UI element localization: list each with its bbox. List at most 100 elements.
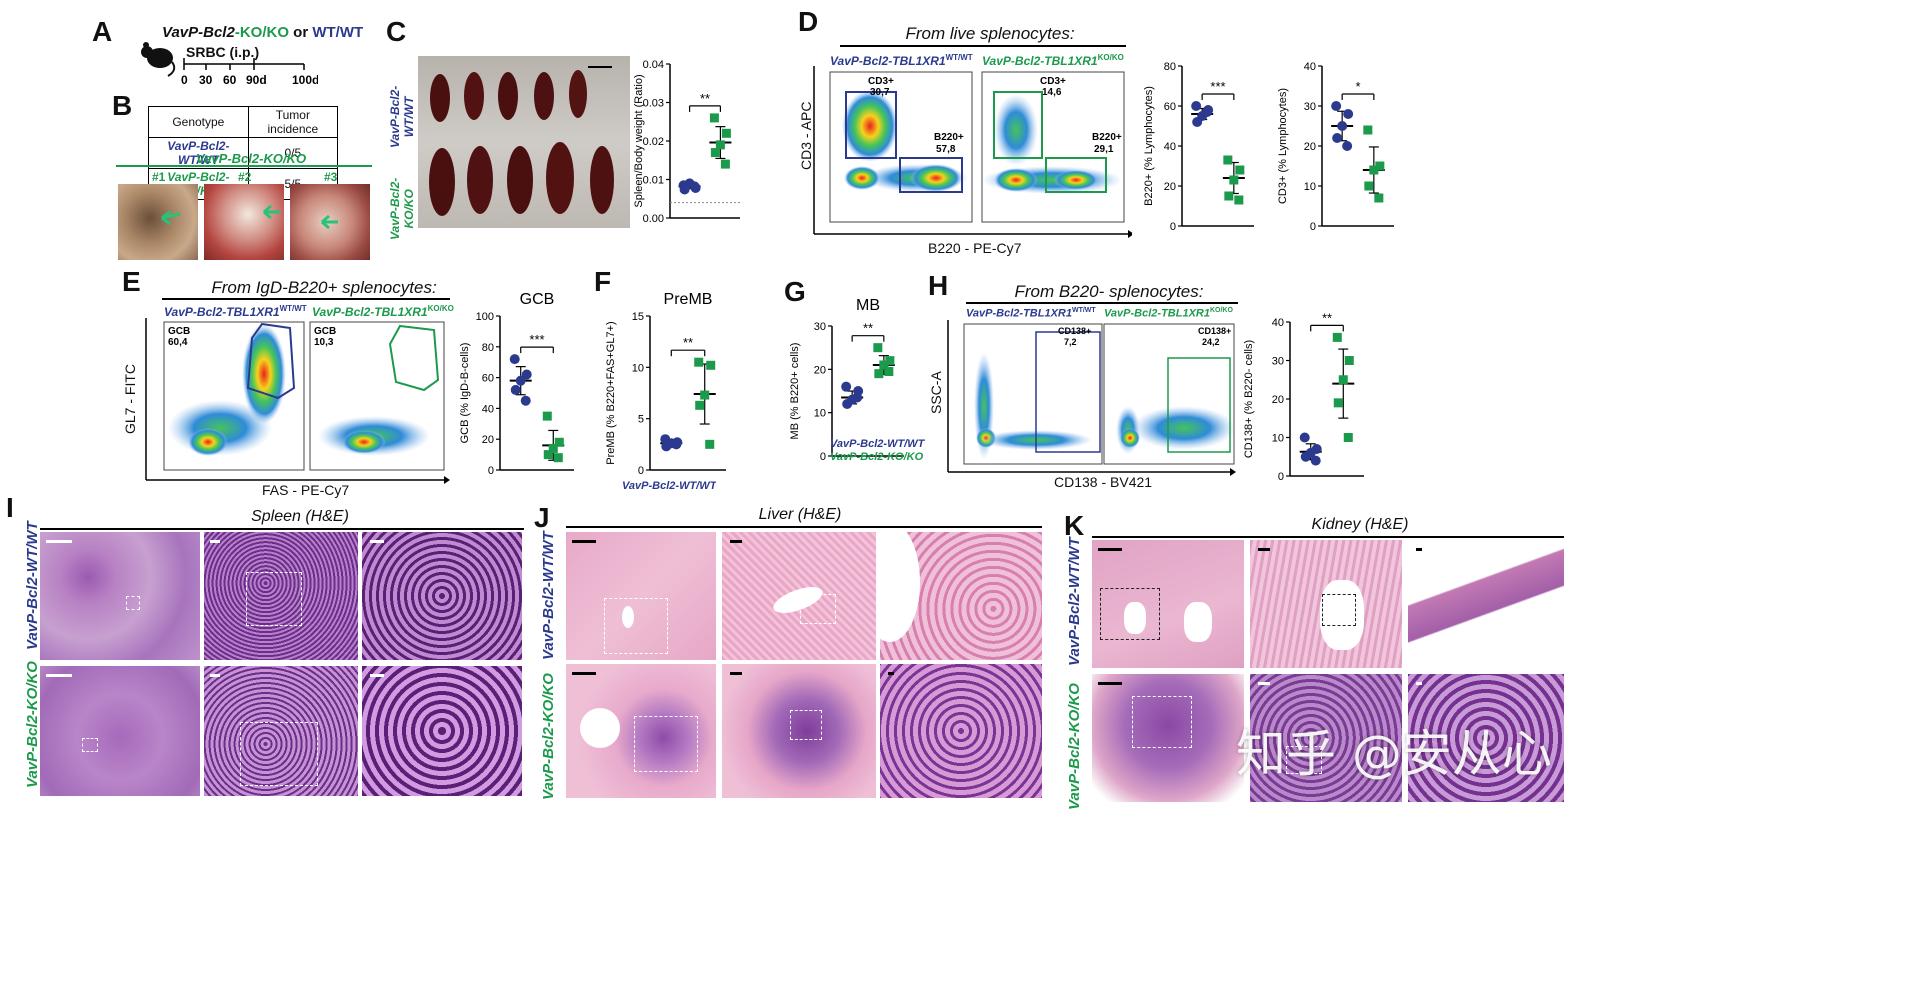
table-header-incidence: Tumor incidence	[247, 106, 339, 138]
panel-label-e: E	[122, 266, 141, 297]
chart-f-title: PreMB	[664, 291, 713, 308]
panel-d-title-ko-text: VavP-Bcl2-TBL1XR1	[982, 54, 1098, 68]
panel-label-c: C	[386, 16, 407, 47]
panel-e-title-ko-text: VavP-Bcl2-TBL1XR1	[312, 305, 428, 319]
chart-g-point-wt	[852, 392, 863, 403]
panel-f-legend: VavP-Bcl2-WT/WT	[622, 480, 716, 494]
chart-e-point-wt	[520, 395, 531, 406]
chart-d2-point-ko	[1369, 165, 1379, 175]
table-header-genotype: Genotype	[148, 106, 249, 138]
d-ko-b220-name: B220+	[1092, 132, 1122, 143]
chart-g-point-ko	[874, 369, 884, 379]
chart-d2-ytick-label: 40	[1304, 61, 1316, 73]
panel-a-title-part3: WT/WT	[312, 24, 364, 41]
chart-g: 0 10 20 30 MB (% B220+ cells) MB **	[789, 297, 904, 463]
kidney-wt-mid	[1250, 540, 1402, 668]
chart-e-ytick-label: 20	[482, 434, 494, 446]
chart-f-ylabel: PreMB (% B220+FAS+GL7+)	[605, 321, 617, 464]
panel-k-header: Kidney (H&E)	[1311, 516, 1409, 533]
spleen-wt-high	[362, 532, 522, 660]
e-wt-gcb-name: GCB	[168, 326, 190, 337]
chart-e-significance: ***	[529, 332, 544, 347]
panel-c-row-label-ko: VavP-Bcl2- KO/KO	[388, 177, 416, 240]
h-ko-cd138-name: CD138+	[1198, 326, 1231, 336]
chart-c-point-ko	[715, 140, 725, 150]
photo-label-3: #3	[324, 170, 338, 184]
panel-k-row-label-ko: VavP-Bcl2-KO/KO	[1066, 683, 1083, 810]
chart-c-ytick-label: 0.02	[643, 136, 664, 148]
liver-ko-high	[880, 664, 1042, 798]
panel-j-row-label-wt: VavP-Bcl2-WT/WT	[540, 531, 557, 660]
chart-d2-point-ko	[1364, 181, 1374, 191]
liver-ko-low	[566, 664, 716, 798]
d-gate-ko-b220	[1045, 157, 1107, 193]
liver-wt-mid	[722, 532, 876, 660]
chart-d2-ylabel: CD3+ (% Lymphocytes)	[1277, 88, 1289, 204]
d-wt-cd3-name: CD3+	[868, 76, 894, 87]
chart-c-significance: **	[700, 91, 710, 106]
chart-f-ytick-label: 0	[638, 465, 644, 477]
e-gate-wt-gcb	[246, 322, 296, 400]
chart-e-ytick-label: 100	[476, 311, 494, 323]
kidney-ko-mid	[1250, 674, 1402, 802]
chart-h-ylabel: CD138+ (% B220- cells)	[1243, 340, 1255, 458]
e-wt-gcb-population	[242, 324, 286, 424]
spleen-ko-high	[362, 666, 522, 796]
d-ko-cd3-value: 14,6	[1042, 87, 1062, 98]
panel-h-title-wt-text: VavP-Bcl2-TBL1XR1	[966, 307, 1072, 320]
panel-d-title-wt: VavP-Bcl2-TBL1XR1WT/WT	[830, 53, 973, 68]
flow-plot-h: CD138+ 7,2 CD138+ 24,2	[947, 320, 1236, 476]
panel-d-title-wt-sup: WT/WT	[945, 53, 973, 62]
panel-i-row-label-wt: VavP-Bcl2-WT/WT	[24, 521, 41, 650]
chart-e-point-ko	[554, 437, 564, 447]
kidney-wt-high	[1408, 540, 1564, 668]
chart-c-ylabel: Spleen/Body weight (Ratio)	[633, 74, 645, 207]
timeline-day-0: 0	[181, 73, 188, 87]
d-ko-b220-value: 29,1	[1094, 144, 1114, 155]
panel-i-header: Spleen (H&E)	[251, 508, 349, 525]
chart-c-ytick-label: 0.00	[643, 213, 664, 225]
panel-label-h: H	[928, 270, 949, 301]
panel-d-title-ko: VavP-Bcl2-TBL1XR1KO/KO	[982, 53, 1124, 68]
d-wt-cd3-population	[842, 90, 898, 162]
chart-e-ytick-label: 60	[482, 373, 494, 385]
chart-e-ylabel: GCB (% IgD-B-cells)	[459, 343, 471, 444]
chart-e-point-wt	[521, 369, 532, 380]
chart-e-point-wt	[509, 354, 520, 365]
panel-j-row-label-ko: VavP-Bcl2-KO/KO	[540, 673, 557, 800]
flow-plot-d: CD3+ 30,7 B220+ 57,8 CD3+ 14,6 B220+ 29,…	[813, 66, 1132, 238]
d-wt-b220-name: B220+	[934, 132, 964, 143]
chart-g-ytick-label: 30	[814, 321, 826, 333]
photo-label-2: #2	[238, 170, 252, 184]
chart-c-ytick-label: 0.03	[643, 98, 664, 110]
chart-g-ytick-label: 10	[814, 408, 826, 420]
panel-g-legend-ko: VavP-Bcl2-KO/KO	[830, 451, 924, 463]
h-gate-wt-cd138	[1035, 331, 1101, 453]
chart-g-point-wt	[842, 399, 853, 409]
chart-g-ylabel: MB (% B220+ cells)	[789, 343, 801, 440]
chart-d1-ytick-label: 80	[1164, 61, 1176, 73]
panel-e-title-wt: VavP-Bcl2-TBL1XR1WT/WT	[164, 304, 307, 319]
panel-a-title-or: or	[289, 24, 313, 41]
e-ko-gcb-value: 10,3	[314, 337, 334, 348]
h-wt-cd138-value: 7,2	[1064, 337, 1077, 347]
panel-h-ylabel: SSC-A	[928, 371, 944, 414]
chart-d2-point-ko	[1375, 161, 1385, 171]
chart-d1-point-ko	[1229, 175, 1239, 185]
e-wt-nongc-population	[188, 428, 228, 456]
chart-f-point-wt	[671, 439, 682, 450]
panel-d-title-ko-sup: KO/KO	[1097, 53, 1124, 62]
panel-e-title-ko-sup: KO/KO	[427, 304, 454, 313]
kidney-wt-low	[1092, 540, 1244, 668]
chart-h-point-ko	[1338, 375, 1348, 385]
panel-a-treatment: SRBC (i.p.)	[186, 44, 260, 60]
chart-c-ytick-label: 0.04	[643, 59, 664, 71]
panel-d-title-wt-text: VavP-Bcl2-TBL1XR1	[830, 54, 946, 68]
panel-g-legend: VavP-Bcl2-WT/WT VavP-Bcl2-KO/KO	[830, 438, 924, 464]
chart-e: 0 20 40 60 80 100 GCB (% IgD-B-cells) GCB ***	[459, 291, 574, 477]
panel-d-xlabel: B220 - PE-Cy7	[928, 240, 1022, 256]
h-plot-frame-ko	[1103, 323, 1235, 465]
kidney-ko-high	[1408, 674, 1564, 802]
d-ko-dn-population	[994, 168, 1038, 192]
panel-k-row-label-wt: VavP-Bcl2-WT/WT	[1066, 537, 1083, 666]
